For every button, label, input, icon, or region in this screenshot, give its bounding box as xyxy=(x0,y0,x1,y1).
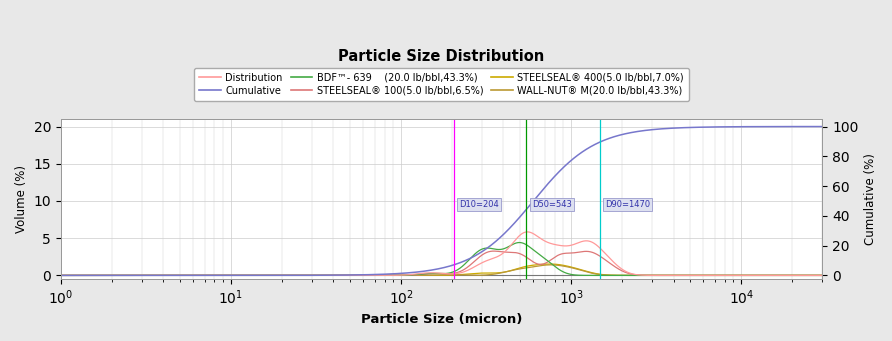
Text: D10=204: D10=204 xyxy=(459,200,500,209)
Legend: Distribution, Cumulative, BDF™- 639    (20.0 lb/bbl,43.3%), STEELSEAL® 100(5.0 l: Distribution, Cumulative, BDF™- 639 (20.… xyxy=(194,68,689,101)
Text: D50=543: D50=543 xyxy=(532,200,572,209)
Y-axis label: Cumulative (%): Cumulative (%) xyxy=(864,153,877,245)
X-axis label: Particle Size (micron): Particle Size (micron) xyxy=(361,313,523,326)
Y-axis label: Volume (%): Volume (%) xyxy=(15,165,28,233)
Text: D90=1470: D90=1470 xyxy=(606,200,650,209)
Title: Particle Size Distribution: Particle Size Distribution xyxy=(338,49,545,64)
